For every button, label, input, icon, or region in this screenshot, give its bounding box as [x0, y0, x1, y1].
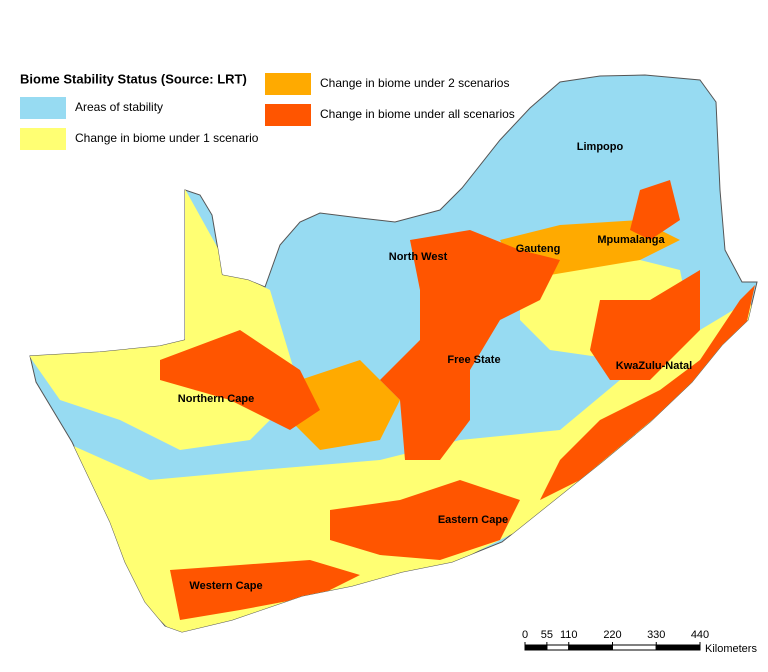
legend-label: Change in biome under all scenarios — [320, 107, 515, 121]
legend-label: Change in biome under 2 scenarios — [320, 76, 509, 90]
legend-title: Biome Stability Status (Source: LRT) — [20, 71, 247, 86]
scale-label: 220 — [603, 629, 621, 641]
zone — [160, 330, 320, 430]
zone — [380, 230, 560, 460]
province-label: Mpumalanga — [597, 234, 665, 246]
zone — [590, 270, 700, 380]
scale-segment — [546, 644, 570, 651]
scale-label: 55 — [541, 629, 553, 641]
legend-swatch — [20, 97, 66, 119]
scale-bar: 0 55 110 220 330 440 Kilometers — [522, 629, 758, 655]
zone — [630, 180, 680, 240]
province-label: Limpopo — [577, 141, 624, 153]
scale-segment — [612, 644, 657, 651]
scale-segment — [655, 644, 701, 651]
zone — [540, 285, 755, 500]
legend-swatch — [265, 104, 311, 126]
province-label: KwaZulu-Natal — [616, 360, 692, 372]
legend-swatch — [265, 73, 311, 95]
legend-label: Change in biome under 1 scenario — [75, 131, 259, 145]
zone — [170, 560, 360, 620]
scale-label: 0 — [522, 629, 528, 641]
province-label: Eastern Cape — [438, 514, 508, 526]
scale-segment — [568, 644, 613, 651]
scale-segment — [524, 644, 548, 651]
map-area — [29, 74, 758, 633]
legend-label: Areas of stability — [75, 100, 163, 114]
scale-label: 330 — [647, 629, 665, 641]
legend-swatch — [20, 128, 66, 150]
scale-label: 110 — [560, 629, 578, 641]
province-label: Northern Cape — [178, 393, 254, 405]
zone — [330, 480, 520, 560]
province-label: Western Cape — [189, 580, 262, 592]
province-label: Free State — [447, 354, 500, 366]
zone — [290, 360, 400, 450]
province-labels: Limpopo North West Gauteng Mpumalanga Fr… — [178, 141, 692, 592]
scale-label: 440 — [691, 629, 709, 641]
scale-unit: Kilometers — [705, 643, 757, 655]
province-label: Gauteng — [516, 243, 561, 255]
zone — [60, 300, 757, 632]
province-label: North West — [389, 251, 448, 263]
legend: Biome Stability Status (Source: LRT) Are… — [20, 71, 515, 150]
